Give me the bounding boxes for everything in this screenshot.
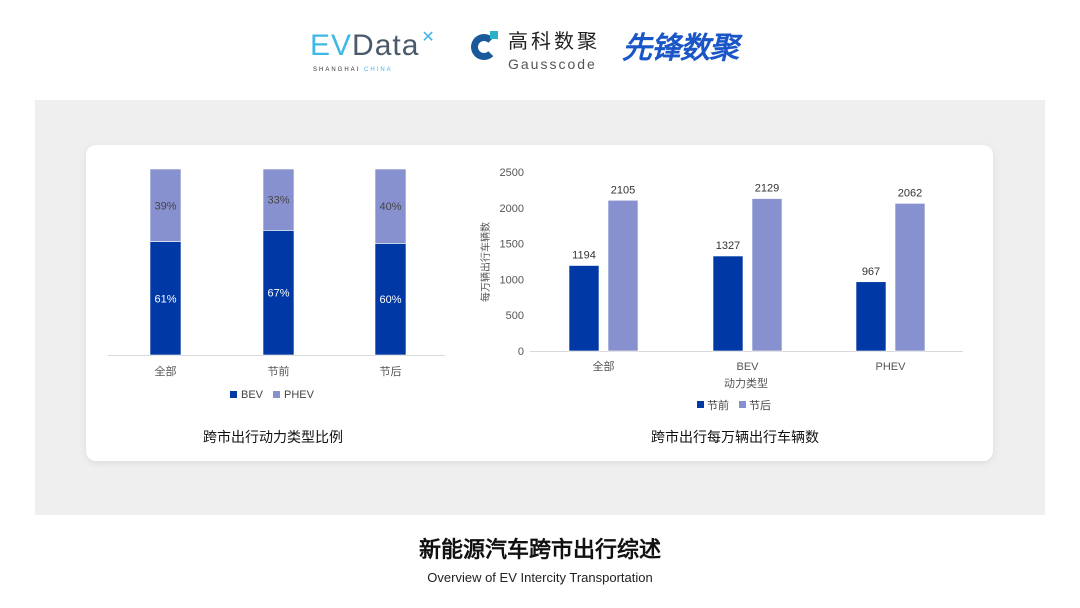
chart2-bar-after xyxy=(607,199,639,352)
chart1-data-label: 40% xyxy=(379,201,401,213)
chart1-data-label: 33% xyxy=(267,195,289,207)
chart2-bar-after xyxy=(751,198,783,352)
chart2-y-tick-label: 2500 xyxy=(500,167,524,179)
evdata-logo-data: Data xyxy=(352,29,420,62)
chart2-bar-before xyxy=(712,255,744,352)
page-subtitle: Overview of EV Intercity Transportation xyxy=(427,570,653,585)
chart1-title: 跨市出行动力类型比例 xyxy=(203,429,343,445)
chart2-legend-swatch xyxy=(739,401,746,408)
chart2-x-tick-label: 全部 xyxy=(593,359,615,373)
chart2-bar-after xyxy=(894,203,926,352)
chart2-y-tick-label: 500 xyxy=(506,310,524,322)
chart2-y-tick-label: 1000 xyxy=(500,274,524,286)
chart1-bar-bev xyxy=(149,241,182,356)
chart1-bar-bev xyxy=(374,243,407,356)
chart1-bar-phev xyxy=(374,168,407,244)
gausscode-logo-square-icon xyxy=(490,31,498,39)
chart1-x-tick-label: 全部 xyxy=(155,364,177,378)
evdata-logo-subtitle: SHANGHAI CHINA xyxy=(313,66,393,74)
evdata-logo: EVData ✕ xyxy=(310,30,436,62)
gausscode-logo-en: Gausscode xyxy=(508,56,597,72)
chart2-bar-before xyxy=(568,265,600,352)
chart2-data-label: 1327 xyxy=(716,240,740,252)
chart1-x-tick-label: 节前 xyxy=(268,364,290,378)
chart1-legend-label: PHEV xyxy=(284,389,315,401)
chart2-bar-before xyxy=(855,281,887,352)
chart2-x-tick-label: BEV xyxy=(736,361,759,373)
chart2-y-tick-label: 0 xyxy=(518,346,524,358)
gausscode-logo-icon xyxy=(471,34,497,60)
evdata-subtitle-a: SHANGHAI xyxy=(313,67,361,73)
chart2-y-axis-title: 每万辆出行车辆数 xyxy=(479,222,492,302)
chart1-bar-phev xyxy=(262,168,295,231)
chart1-data-label: 60% xyxy=(379,294,401,306)
chart2-x-tick-label: PHEV xyxy=(876,361,907,373)
chart2-x-axis-title: 动力类型 xyxy=(724,376,768,390)
chart2-data-label: 1194 xyxy=(572,250,596,262)
chart2-legend-label: 节后 xyxy=(749,399,771,412)
chart2-legend-swatch xyxy=(697,401,704,408)
chart2-data-label: 967 xyxy=(862,266,880,278)
chart1-data-label: 67% xyxy=(267,288,289,300)
chart1-data-label: 39% xyxy=(154,200,176,212)
evdata-logo-ev: EV xyxy=(310,29,353,62)
chart2-y-tick-label: 2000 xyxy=(500,203,524,215)
chart1-data-label: 61% xyxy=(154,293,176,305)
chart2-data-label: 2105 xyxy=(611,184,635,196)
chart2-data-label: 2129 xyxy=(755,183,779,195)
chart1-x-tick-label: 节后 xyxy=(380,365,402,378)
chart1-legend-swatch xyxy=(273,391,280,398)
chart1-bar-bev xyxy=(262,230,295,356)
chart1-bar-phev xyxy=(149,168,182,242)
chart1-legend-label: BEV xyxy=(241,389,264,401)
chart2-data-label: 2062 xyxy=(898,187,922,199)
evdata-subtitle-b: CHINA xyxy=(364,67,393,73)
gausscode-logo-cn: 高科数聚 xyxy=(508,31,600,53)
evdata-x-mark-icon: ✕ xyxy=(421,29,436,46)
chart2-title: 跨市出行每万辆出行车辆数 xyxy=(651,429,819,445)
chart-card xyxy=(86,145,993,461)
xianfeng-logo: 先锋数聚 xyxy=(622,32,739,65)
chart2-y-tick-label: 1500 xyxy=(500,239,524,251)
page-title: 新能源汽车跨市出行综述 xyxy=(418,537,661,562)
logo-bar: EVData ✕ SHANGHAI CHINA 高科数聚 Gausscode 先锋… xyxy=(0,22,1080,78)
chart1-legend-swatch xyxy=(230,391,237,398)
chart2-legend-label: 节前 xyxy=(707,398,729,412)
